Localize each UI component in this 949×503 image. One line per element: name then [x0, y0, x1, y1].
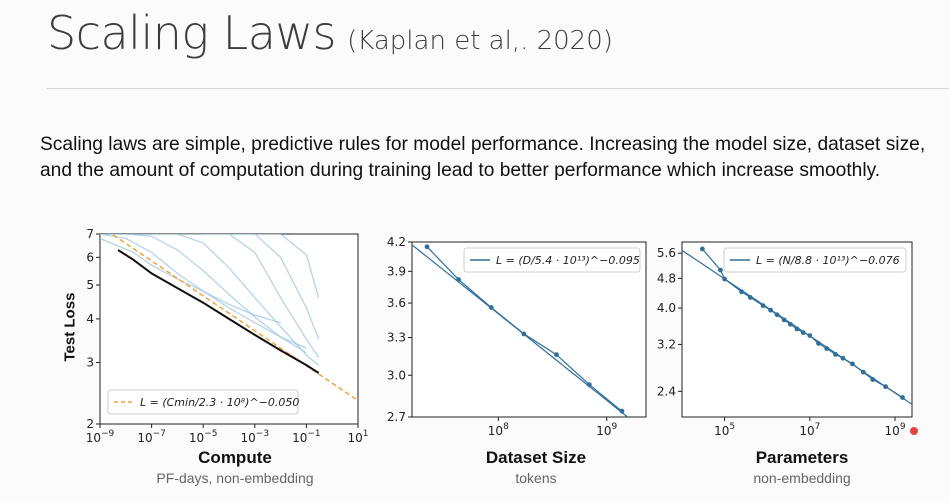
data-point — [760, 303, 766, 309]
legend-label: L = (D/5.4 · 10¹³)^−0.095 — [496, 254, 640, 267]
data-point — [787, 321, 793, 327]
y-tick-label: 4.8 — [657, 271, 676, 285]
training-curve — [151, 234, 320, 358]
y-tick-label: 3 — [86, 356, 94, 370]
training-curve — [229, 234, 320, 298]
plot-area — [412, 244, 629, 417]
data-point — [781, 317, 787, 323]
training-curve — [100, 234, 307, 349]
data-point — [768, 307, 773, 313]
data-point — [860, 369, 866, 375]
x-tick-label: 108 — [488, 422, 509, 438]
y-tick-label: 3.3 — [387, 331, 406, 345]
data-point — [824, 346, 830, 351]
chart-params-xsub: non-embedding — [753, 470, 851, 486]
data-point — [456, 277, 461, 282]
fit-line — [412, 244, 629, 417]
x-tick-label: 10−3 — [241, 429, 270, 445]
chart-dataset-xlabel: Dataset Size — [485, 448, 587, 467]
training-curve — [100, 234, 320, 366]
chart-compute-xlabel: Compute — [198, 448, 272, 467]
x-tick-label: 10−9 — [86, 429, 115, 445]
training-curve — [203, 234, 320, 340]
title-citation: (Kaplan et al,. 2020) — [347, 26, 613, 56]
y-tick-label: 5 — [86, 278, 94, 292]
data-point — [586, 382, 592, 388]
y-tick-label: 6 — [86, 250, 94, 264]
x-tick-label: 10−5 — [189, 429, 218, 445]
y-tick-label: 4.0 — [657, 301, 676, 315]
chart-params-xlabel: Parameters — [755, 448, 849, 467]
slide-title: Scaling Laws (Kaplan et al,. 2020) — [47, 6, 613, 60]
y-tick-label: 4.2 — [387, 235, 406, 249]
chart-compute-panel: Test Loss 2 3 4 5 6 7 10−9 10−7 10−5 10−3 10−1 101 L… — [60, 227, 370, 498]
x-tick-label: 107 — [799, 422, 820, 438]
data-point — [699, 246, 705, 252]
data-point — [554, 352, 559, 358]
pointer-cursor — [910, 427, 918, 435]
data-point — [816, 341, 821, 346]
y-tick-label: 3.2 — [657, 337, 676, 351]
legend-box — [463, 247, 641, 273]
chart-compute-ylabel: Test Loss — [61, 292, 79, 362]
chart-dataset-panel: 2.7 3.0 3.3 3.6 3.9 4.2 108 109 L = (D/5.4 · 10¹… — [370, 228, 660, 498]
chart-params-panel: 2.4 3.2 4.0 4.8 5.6 105 107 109 L = (N/8.8 · 10¹… — [650, 228, 940, 498]
chart-params: 2.4 3.2 4.0 4.8 5.6 105 107 109 L = (N/8.8 · 10¹… — [657, 241, 913, 438]
legend-box — [723, 247, 907, 273]
chart-dataset-xsub: tokens — [515, 470, 557, 486]
data-point — [833, 352, 838, 357]
x-tick-label: 10−7 — [137, 429, 166, 445]
x-tick-label: 101 — [347, 429, 368, 445]
compute-frontier — [117, 249, 320, 374]
data-point — [774, 312, 780, 318]
data-point — [747, 295, 753, 300]
chart-compute-xsub: PF-days, non-embedding — [156, 470, 314, 486]
x-tick-label: 10−1 — [292, 429, 321, 445]
data-point — [900, 395, 905, 400]
intro-paragraph: Scaling laws are simple, predictive rule… — [40, 134, 926, 181]
data-point — [488, 305, 494, 310]
training-curve — [100, 234, 307, 354]
data-point — [800, 330, 806, 336]
data-point — [807, 333, 813, 338]
chart-dataset: 2.7 3.0 3.3 3.6 3.9 4.2 108 109 L = (D/5.4 · 10¹… — [387, 235, 647, 438]
data-point — [722, 276, 728, 282]
plot-area — [682, 246, 912, 405]
data-point — [521, 331, 527, 337]
legend-label: L = (Cmin/2.3 · 10⁸)^−0.050 — [140, 396, 299, 409]
x-tick-label: 105 — [714, 422, 735, 438]
y-tick-label: 7 — [86, 227, 94, 241]
y-tick-label: 3.6 — [387, 296, 406, 310]
y-tick-label: 2 — [86, 417, 94, 431]
title-divider — [47, 88, 949, 89]
data-line — [701, 248, 903, 399]
data-point — [794, 326, 800, 332]
data-point — [840, 355, 846, 361]
data-point — [870, 377, 876, 382]
data-point — [619, 408, 625, 414]
title-main: Scaling Laws — [47, 6, 337, 60]
data-point — [718, 267, 723, 273]
data-point — [883, 384, 888, 390]
y-tick-label: 2.4 — [657, 384, 676, 398]
legend-box — [107, 389, 299, 415]
y-tick-label: 5.6 — [657, 246, 676, 260]
y-tick-label: 3.0 — [387, 368, 406, 382]
chart-compute: 2 3 4 5 6 7 10−9 10−7 10−5 10−3 10−1 101 L = (Cmin/2… — [86, 227, 369, 445]
y-tick-label: 3.9 — [387, 264, 406, 278]
plot-area — [100, 234, 358, 402]
y-tick-label: 2.7 — [387, 410, 406, 424]
data-point — [424, 244, 430, 250]
legend-label: L = (N/8.8 · 10¹³)^−0.076 — [756, 254, 900, 267]
data-point — [739, 289, 744, 295]
x-tick-label: 109 — [885, 422, 906, 438]
x-tick-label: 109 — [596, 422, 617, 438]
y-tick-label: 4 — [86, 312, 94, 326]
data-point — [850, 361, 855, 367]
